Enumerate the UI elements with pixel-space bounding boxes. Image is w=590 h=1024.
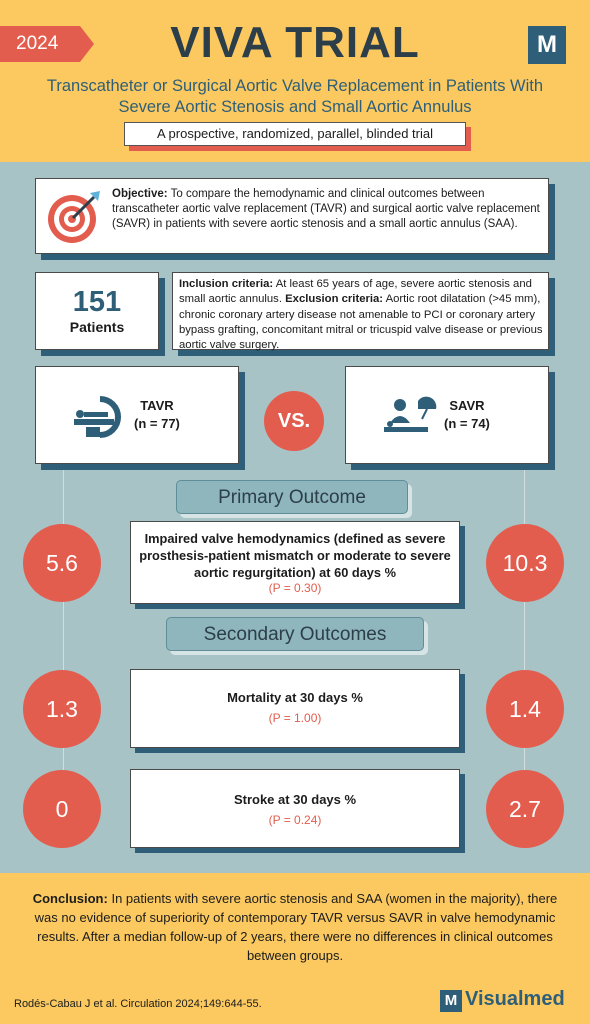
- tavr-arm-text: TAVR (n = 77): [134, 397, 180, 433]
- conclusion-body: In patients with severe aortic stenosis …: [34, 891, 558, 963]
- primary-outcome-p: (P = 0.30): [268, 581, 322, 595]
- savr-arm-n: (n = 74): [444, 416, 490, 431]
- page-title: VIVA TRIAL: [170, 18, 420, 67]
- logo-m-icon: M: [528, 26, 566, 64]
- primary-savr-value: 10.3: [486, 524, 564, 602]
- objective-body: To compare the hemodynamic and clinical …: [112, 188, 540, 230]
- trial-design-label: A prospective, randomized, parallel, bli…: [124, 122, 466, 146]
- footer: Rodés-Cabau J et al. Circulation 2024;14…: [0, 976, 590, 1024]
- primary-outcome-label: Impaired valve hemodynamics (defined as …: [139, 531, 451, 580]
- mortality-outcome-card: Mortality at 30 days % (P = 1.00): [130, 669, 460, 748]
- primary-outcome-card: Impaired valve hemodynamics (defined as …: [130, 521, 460, 604]
- objective-label: Objective:: [112, 188, 168, 200]
- patients-card: 151 Patients: [35, 272, 159, 350]
- stroke-outcome-card: Stroke at 30 days % (P = 0.24): [130, 769, 460, 848]
- tavr-arm-n: (n = 77): [134, 416, 180, 431]
- conclusion-label: Conclusion:: [32, 891, 108, 906]
- tavr-connector-line: [63, 465, 64, 775]
- patient-label: Patients: [69, 319, 125, 335]
- year-tag: 2024: [0, 26, 94, 62]
- header-banner: 2024 VIVA TRIAL M Transcatheter or Surgi…: [0, 0, 590, 162]
- patient-count: 151: [72, 286, 122, 318]
- brand-m-icon: M: [440, 990, 462, 1012]
- tavr-arm-name: TAVR: [140, 398, 174, 413]
- criteria-text: Inclusion criteria: At least 65 years of…: [179, 277, 545, 353]
- ct-scanner-icon: [74, 396, 121, 438]
- exclusion-label: Exclusion criteria:: [285, 293, 384, 306]
- mortality-tavr-value: 1.3: [23, 670, 101, 748]
- target-icon: [48, 191, 100, 243]
- mortality-outcome-label: Mortality at 30 days %: [227, 690, 363, 705]
- stroke-outcome-p: (P = 0.24): [268, 813, 322, 827]
- conclusion-text: Conclusion: In patients with severe aort…: [24, 889, 566, 965]
- subtitle: Transcatheter or Surgical Aortic Valve R…: [46, 77, 544, 116]
- savr-arm-name: SAVR: [449, 398, 485, 413]
- inclusion-text: At least 65 years of age, severe aortic …: [179, 278, 532, 306]
- stroke-savr-value: 2.7: [486, 770, 564, 848]
- conclusion-banner: Conclusion: In patients with severe aort…: [0, 873, 590, 976]
- primary-outcome-title: Primary Outcome: [176, 480, 408, 514]
- objective-card: Objective: To compare the hemodynamic an…: [35, 178, 549, 254]
- vs-badge: VS.: [264, 391, 324, 451]
- brand-name: Visualmed: [465, 988, 565, 1010]
- savr-arm-card: SAVR (n = 74): [345, 366, 549, 464]
- tavr-arm-card: TAVR (n = 77): [35, 366, 239, 464]
- surgeon-icon: [384, 396, 437, 432]
- savr-connector-line: [524, 465, 525, 775]
- citation: Rodés-Cabau J et al. Circulation 2024;14…: [14, 998, 262, 1010]
- stroke-tavr-value: 0: [23, 770, 101, 848]
- criteria-card: Inclusion criteria: At least 65 years of…: [172, 272, 549, 353]
- inclusion-label: Inclusion criteria:: [179, 278, 274, 290]
- exclusion-text: Aortic root dilatation (>45 mm), chronic…: [179, 293, 543, 352]
- savr-arm-text: SAVR (n = 74): [444, 397, 490, 433]
- secondary-outcomes-title: Secondary Outcomes: [166, 617, 424, 651]
- mortality-savr-value: 1.4: [486, 670, 564, 748]
- mortality-outcome-p: (P = 1.00): [268, 711, 322, 725]
- stroke-outcome-label: Stroke at 30 days %: [233, 792, 357, 807]
- primary-tavr-value: 5.6: [23, 524, 101, 602]
- objective-text: Objective: To compare the hemodynamic an…: [112, 187, 542, 232]
